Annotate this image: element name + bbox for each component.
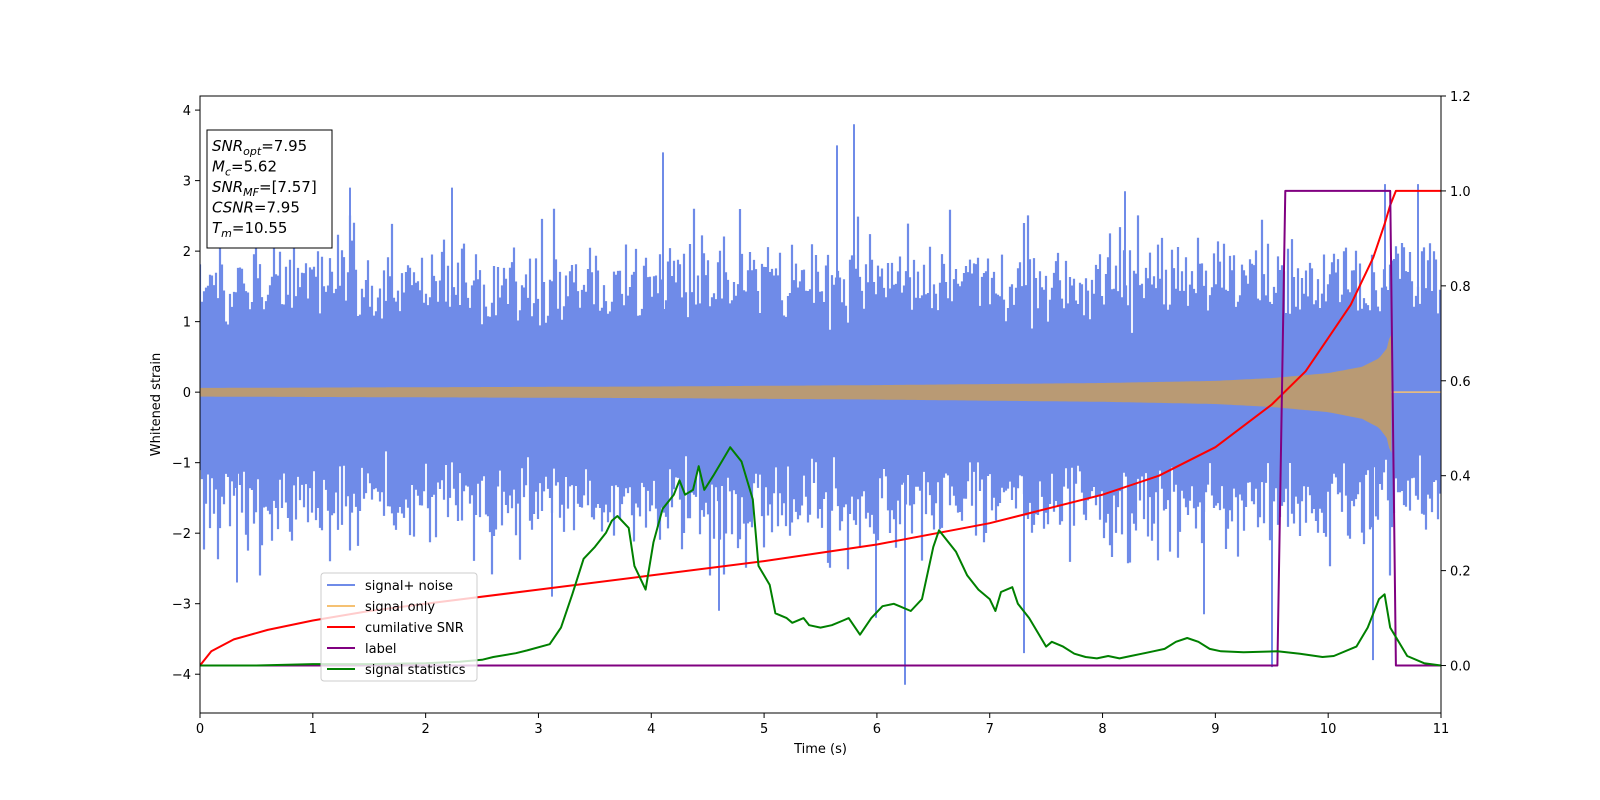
info-symbol: T <box>212 219 223 237</box>
info-subscript: opt <box>243 145 262 158</box>
y-tick-label: 3 <box>183 175 191 190</box>
x-tick-label: 2 <box>421 722 429 737</box>
x-axis-label: Time (s) <box>793 742 847 757</box>
info-value: =5.62 <box>231 158 277 176</box>
info-symbol: M <box>212 158 225 176</box>
plot-area <box>200 124 1441 685</box>
y2-tick-label: 0.8 <box>1450 280 1471 295</box>
right-y-axis: 0.0 0.2 0.4 0.6 0.8 1.0 1.2 <box>1441 90 1471 675</box>
legend-items: signal+ noise signal only cumilative SNR la… <box>327 579 466 678</box>
info-line: CSNR=7.95 <box>212 199 300 217</box>
y2-tick-label: 0.6 <box>1450 375 1471 390</box>
legend-frame <box>320 572 478 682</box>
x-axis: 0 1 2 3 4 5 6 7 8 9 10 11 <box>196 713 1449 737</box>
info-box-lines: SNRopt=7.95Mc=5.62SNRMF=[7.57]CSNR=7.95T… <box>212 137 317 240</box>
y2-tick-label: 0.0 <box>1450 660 1471 675</box>
info-value: =10.55 <box>232 219 288 237</box>
y-tick-label: −2 <box>172 527 191 542</box>
info-symbol: SNR <box>212 137 243 155</box>
y-tick-label: 2 <box>183 245 191 260</box>
info-line: Mc=5.62 <box>212 158 277 179</box>
cumilative-snr-line <box>200 189 1441 667</box>
legend-label: signal+ noise <box>365 579 453 594</box>
y2-tick-label: 1.0 <box>1450 185 1471 200</box>
info-line: Tm=10.55 <box>212 219 287 240</box>
y-tick-label: −4 <box>172 668 191 683</box>
legend-label: cumilative SNR <box>365 621 464 636</box>
info-symbol: CSNR <box>212 199 254 217</box>
x-tick-label: 11 <box>1433 722 1450 737</box>
y-tick-label: −1 <box>172 457 191 472</box>
info-subscript: MF <box>243 186 259 199</box>
legend-label: label <box>365 642 396 657</box>
signal-only-envelope <box>200 334 1392 453</box>
x-tick-label: 1 <box>309 722 317 737</box>
x-tick-label: 4 <box>647 722 655 737</box>
info-line: SNRopt=7.95 <box>212 137 307 158</box>
info-symbol: SNR <box>212 178 243 196</box>
signal-only-series <box>200 334 1441 453</box>
legend-label: signal only <box>365 600 435 615</box>
y-tick-label: 0 <box>183 386 191 401</box>
plot-frame <box>199 95 1442 714</box>
y-tick-label: 4 <box>183 104 191 119</box>
legend: signal+ noise signal only cumilative SNR la… <box>320 572 478 682</box>
label-line <box>200 189 1441 667</box>
y-tick-label: 1 <box>183 316 191 331</box>
info-box: SNRopt=7.95Mc=5.62SNRMF=[7.57]CSNR=7.95T… <box>206 129 333 249</box>
x-tick-label: 8 <box>1098 722 1106 737</box>
y2-tick-label: 0.4 <box>1450 470 1471 485</box>
x-tick-label: 9 <box>1211 722 1219 737</box>
signal-statistics-line <box>200 446 1441 667</box>
y-axis-label: Whitened strain <box>149 353 164 456</box>
info-subscript: m <box>221 227 232 240</box>
x-tick-label: 10 <box>1320 722 1337 737</box>
right-axis-series <box>200 189 1441 667</box>
x-tick-label: 6 <box>873 722 881 737</box>
legend-label: signal statistics <box>365 663 466 678</box>
info-line: SNRMF=[7.57] <box>212 178 317 199</box>
y-tick-label: −3 <box>172 598 191 613</box>
info-value: =7.95 <box>254 199 300 217</box>
x-tick-label: 0 <box>196 722 204 737</box>
info-box-frame <box>206 129 333 249</box>
y2-tick-label: 0.2 <box>1450 565 1471 580</box>
x-tick-label: 5 <box>760 722 768 737</box>
info-subscript: c <box>225 166 231 179</box>
x-tick-label: 3 <box>534 722 542 737</box>
x-tick-label: 7 <box>986 722 994 737</box>
left-y-axis: −4 −3 −2 −1 0 1 2 3 4 <box>172 104 200 683</box>
info-value: =7.95 <box>261 137 307 155</box>
info-value: =[7.57] <box>259 178 317 196</box>
y2-tick-label: 1.2 <box>1450 90 1471 105</box>
